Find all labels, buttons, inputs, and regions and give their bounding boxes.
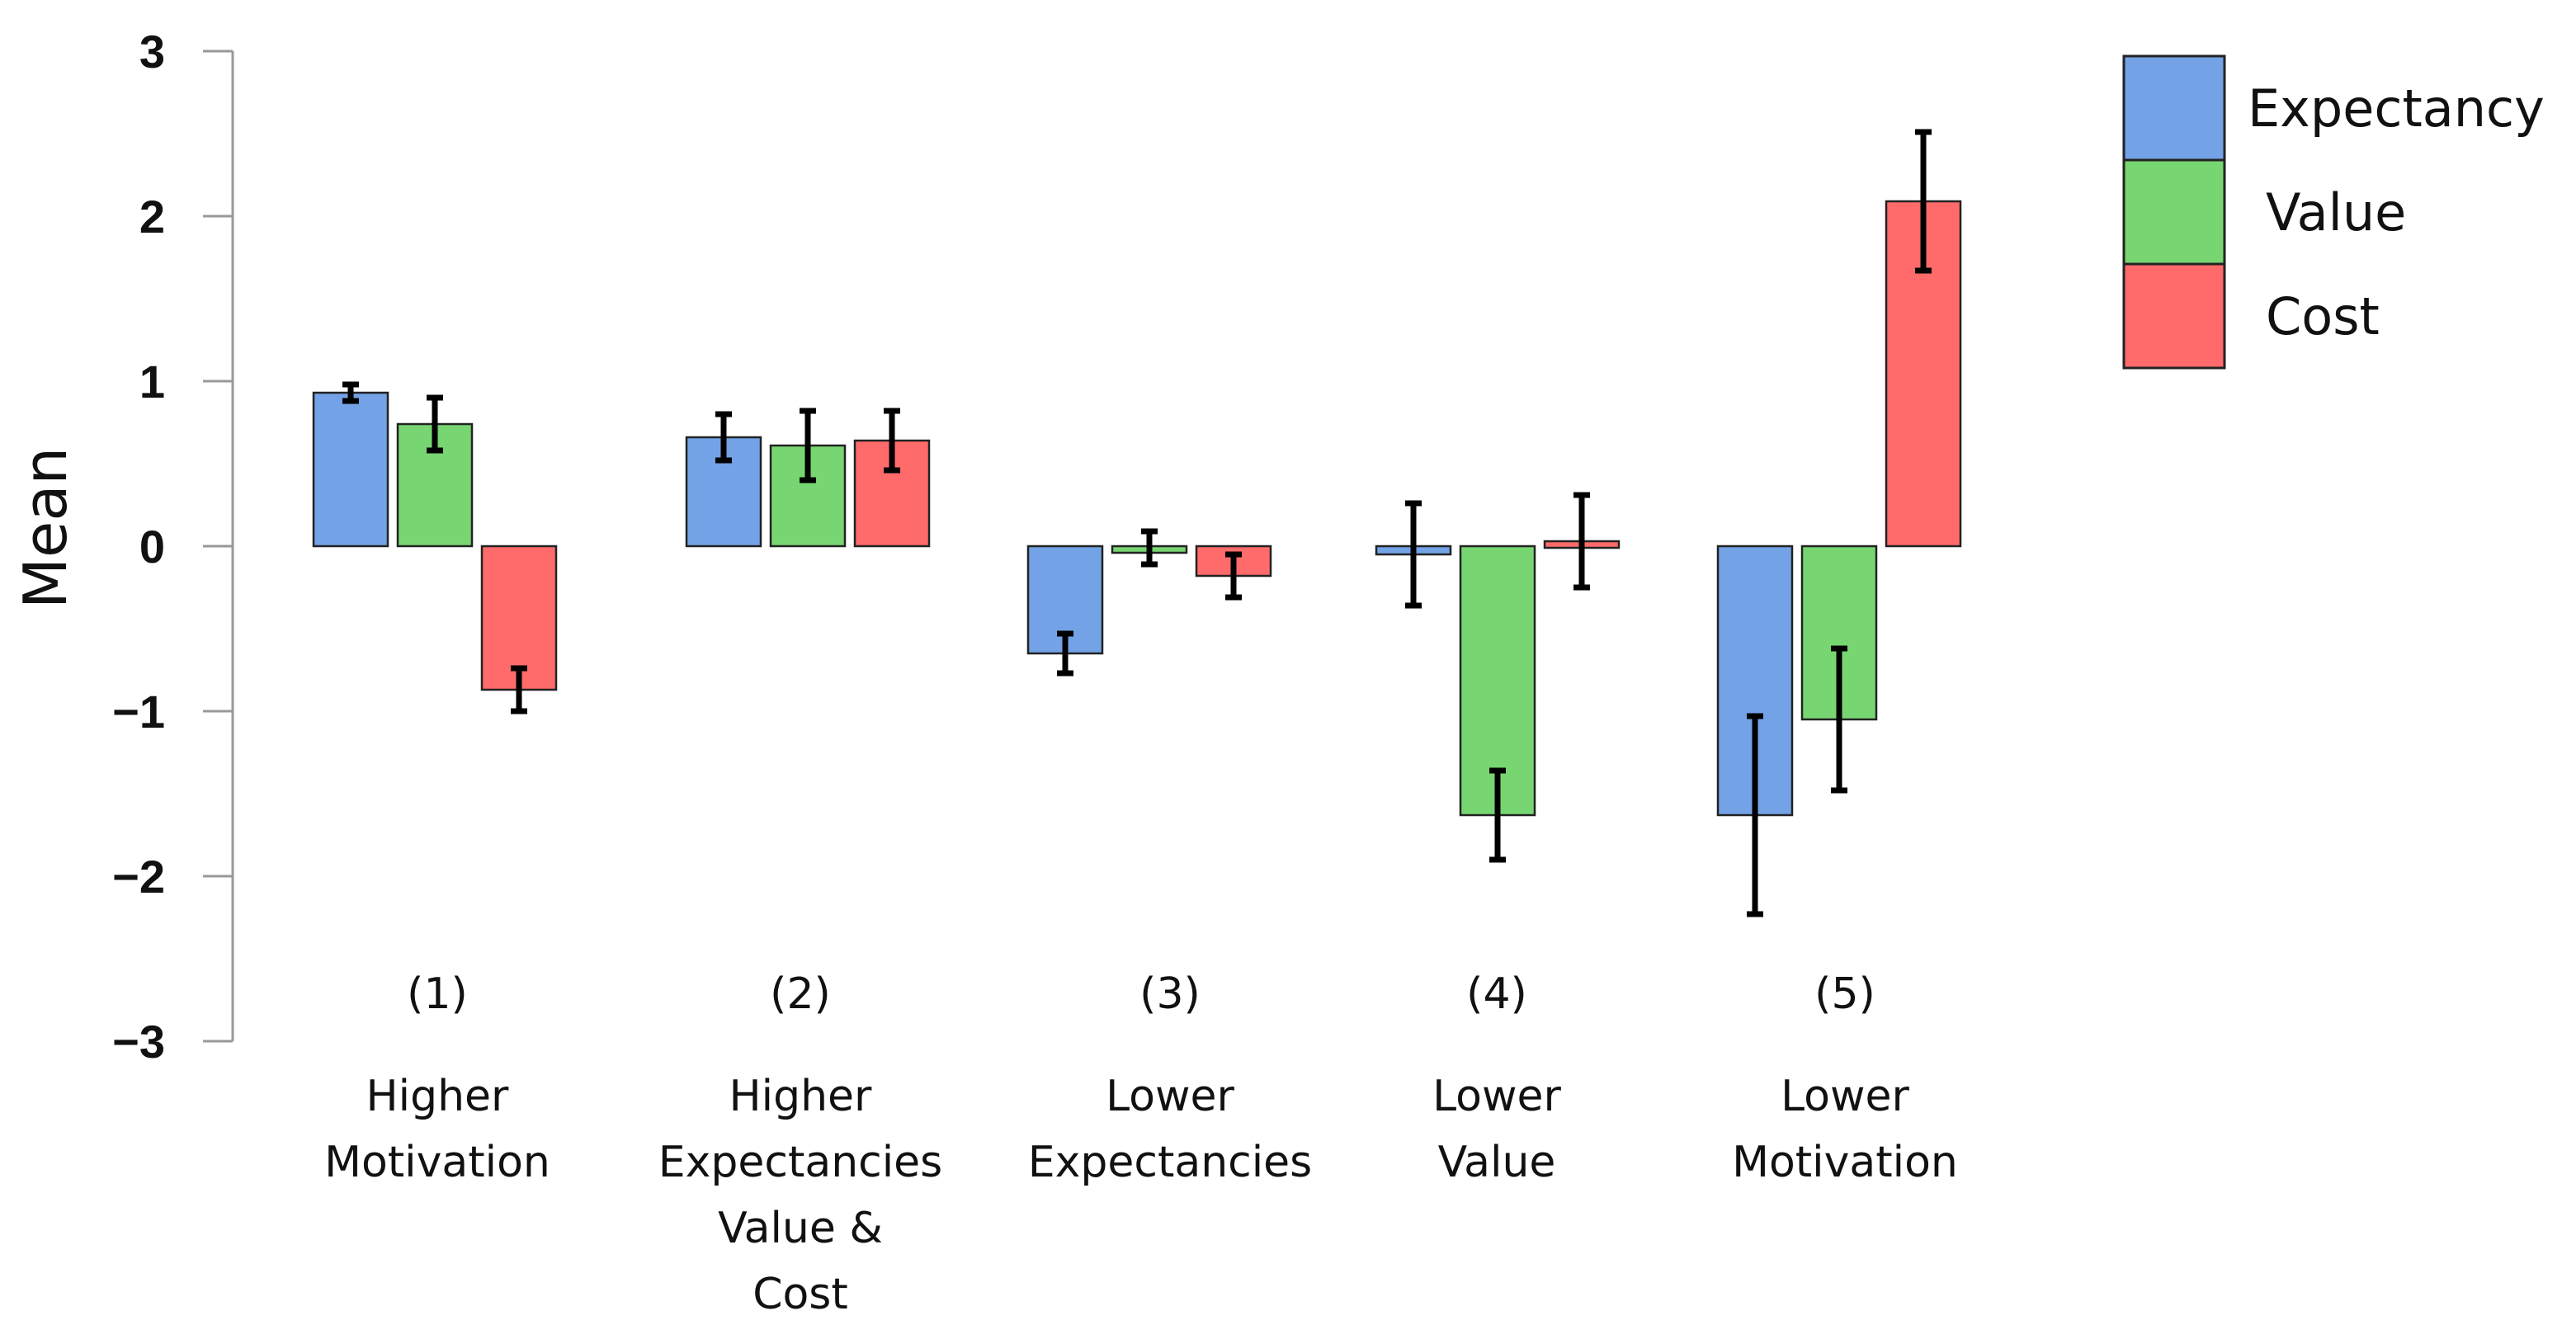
category-label: Cost bbox=[753, 1270, 848, 1319]
category-label: Value bbox=[1438, 1138, 1556, 1187]
category-number: (5) bbox=[1814, 969, 1875, 1019]
category-number: (1) bbox=[407, 969, 468, 1019]
y-axis: 3 2 1 0 −1 −2 −3 bbox=[112, 26, 234, 1068]
y-tick-label: 3 bbox=[139, 26, 165, 78]
category-label: Lower bbox=[1106, 1072, 1234, 1121]
category-label: Motivation bbox=[324, 1138, 550, 1187]
category-label: Motivation bbox=[1732, 1138, 1958, 1187]
legend-swatch-value bbox=[2122, 158, 2226, 266]
category-number: (3) bbox=[1139, 969, 1201, 1019]
category-label: Higher bbox=[366, 1072, 510, 1121]
y-axis-label: Mean bbox=[11, 447, 80, 609]
category-label: Value & bbox=[718, 1204, 883, 1253]
y-tick-label: 0 bbox=[139, 521, 165, 573]
y-tick-label: −1 bbox=[112, 686, 165, 738]
legend-label-expectancy: Expectancy bbox=[2248, 78, 2545, 139]
category-label: Higher bbox=[729, 1072, 873, 1121]
legend-label-cost: Cost bbox=[2266, 286, 2380, 347]
category-label: Expectancies bbox=[1028, 1138, 1313, 1187]
y-tick-label: −3 bbox=[112, 1016, 165, 1068]
legend-swatch-cost bbox=[2122, 262, 2226, 370]
legend-swatch-expectancy bbox=[2122, 54, 2226, 162]
legend: Expectancy Value Cost bbox=[2122, 54, 2545, 370]
category-label: Expectancies bbox=[658, 1138, 943, 1187]
legend-label-value: Value bbox=[2266, 182, 2406, 243]
y-tick-label: −2 bbox=[112, 851, 165, 903]
bar-expectancy-1 bbox=[312, 391, 389, 548]
category-label: Lower bbox=[1432, 1072, 1561, 1121]
y-tick-label: 1 bbox=[139, 356, 165, 408]
y-tick-label: 2 bbox=[139, 191, 165, 243]
category-number: (4) bbox=[1466, 969, 1527, 1019]
category-labels: (1) Higher Motivation (2) Higher Expectancies… bbox=[324, 969, 1958, 1319]
category-number: (2) bbox=[770, 969, 831, 1019]
bars bbox=[312, 129, 1962, 917]
category-label: Lower bbox=[1781, 1072, 1909, 1121]
